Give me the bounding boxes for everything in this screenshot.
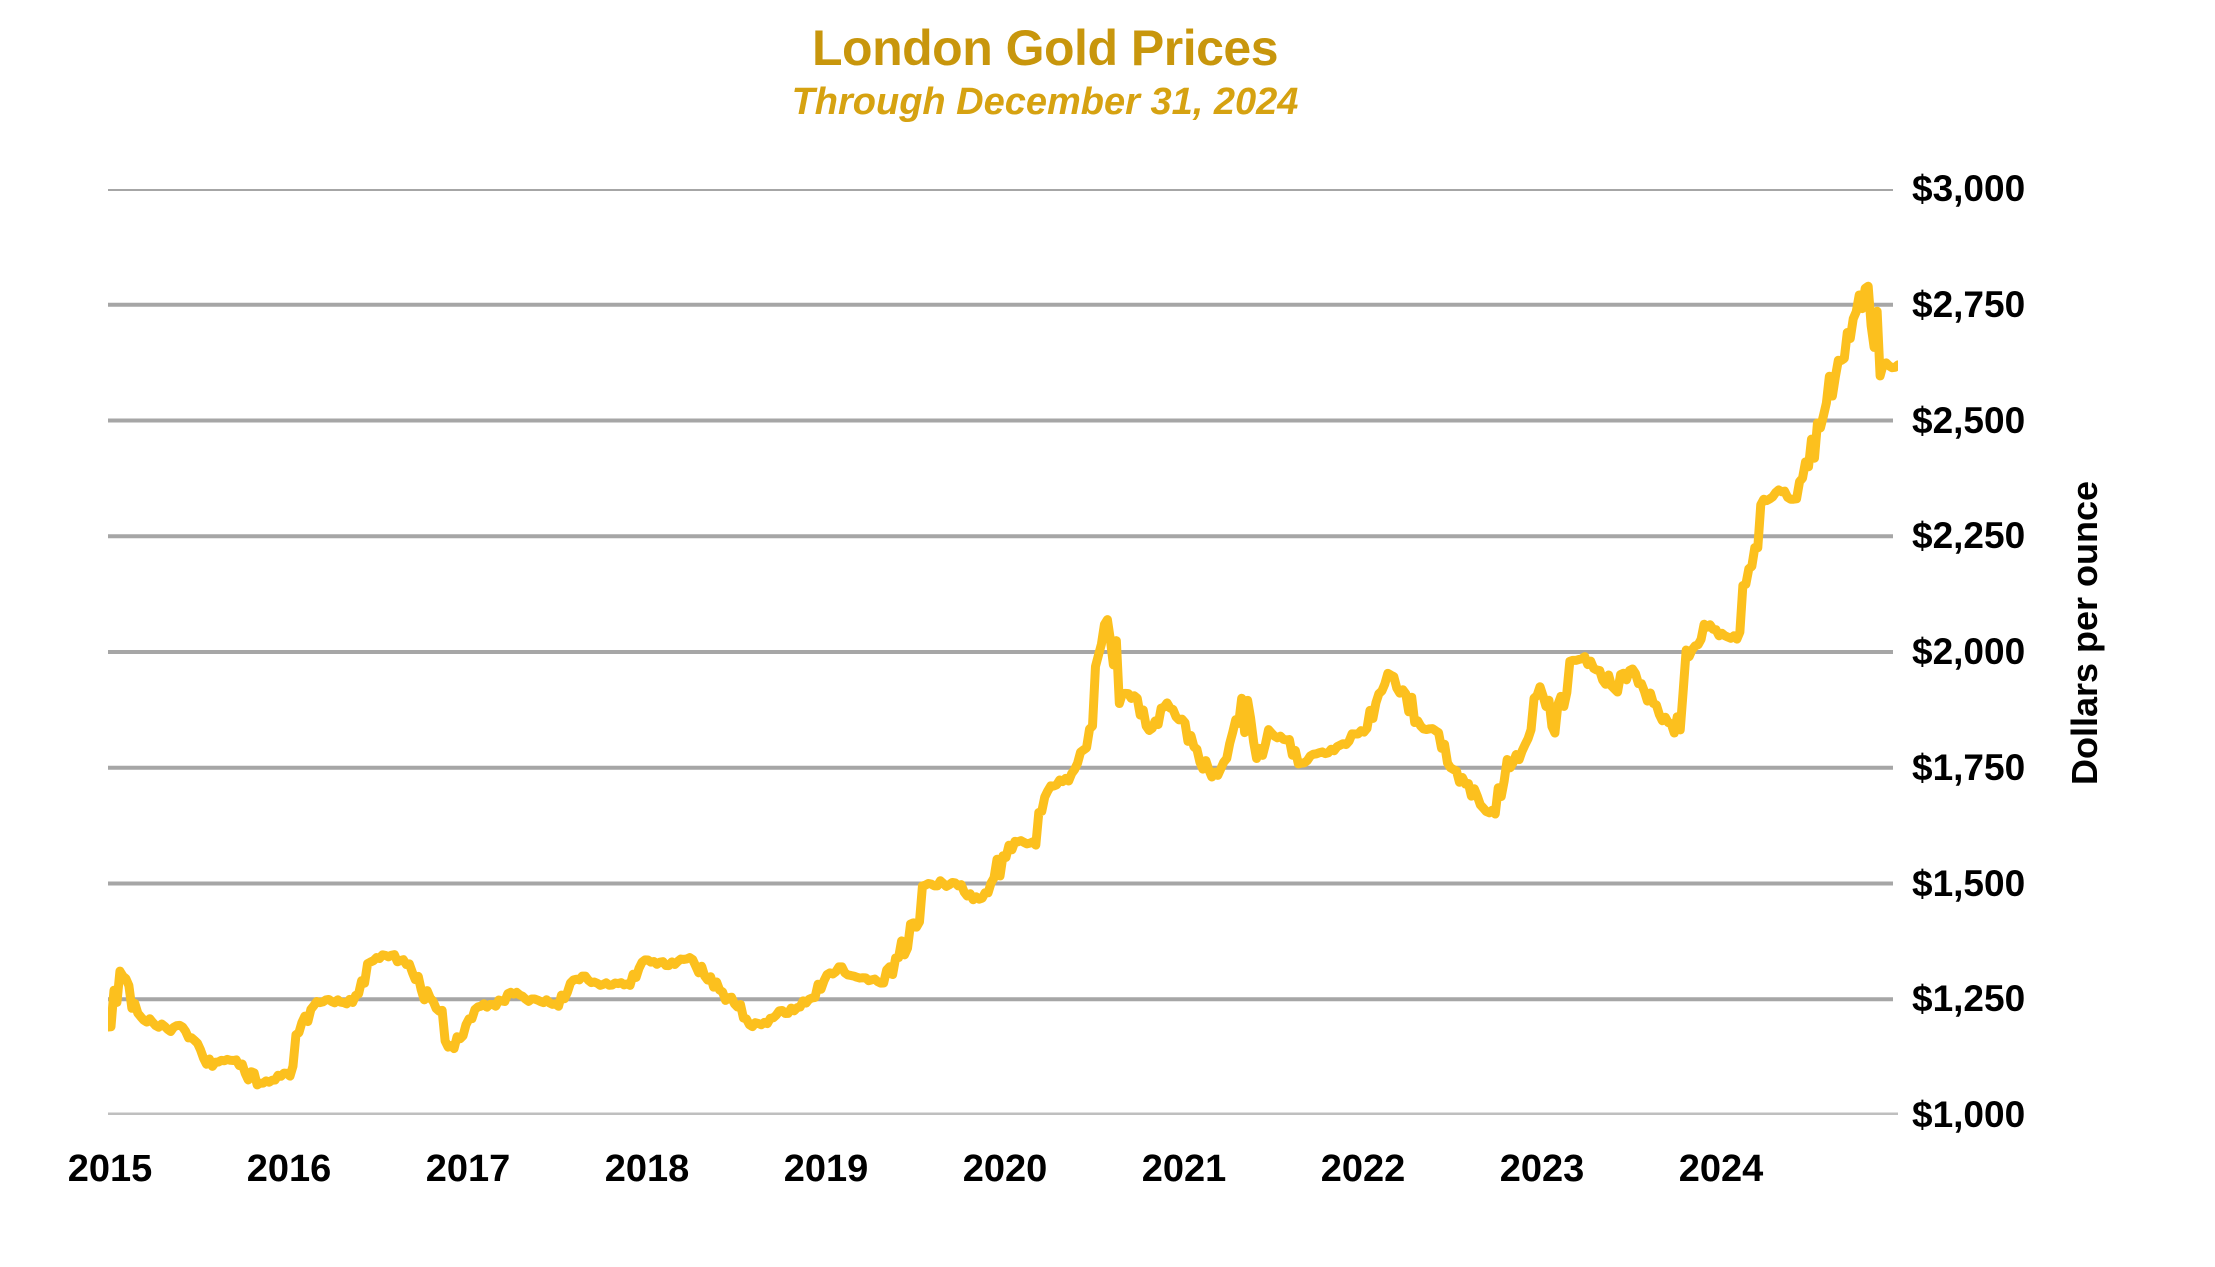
line-chart-svg: [108, 189, 1898, 1115]
y-axis-tick-label: $3,000: [1912, 168, 2026, 209]
x-axis-labels: 2015 2016 2017 2018 2019 2020 2021 2022 2023 2024: [0, 1148, 2215, 1208]
x-axis-tick-label: 2015: [67, 1148, 153, 1190]
x-axis-tick-label: 2021: [1141, 1148, 1227, 1190]
y-axis-tick-label: $2,750: [1912, 283, 2026, 325]
y-axis-tick-label: $2,250: [1912, 515, 2026, 557]
x-axis-tick-label: 2020: [962, 1148, 1048, 1190]
y-axis-labels: $3,000 $2,750 $2,500 $2,250 $2,000 $1,750 $1,5…: [1912, 0, 2102, 1267]
x-axis-tick-label: 2019: [783, 1148, 869, 1190]
x-axis-tick-label: 2018: [604, 1148, 690, 1190]
gold-price-line: [108, 281, 1898, 1090]
chart-title: London Gold Prices: [811, 20, 1279, 76]
y-axis-tick-label: $2,000: [1912, 631, 2026, 672]
y-axis-tick-label: $1,000: [1912, 1094, 2026, 1135]
y-axis-title: Dollars per ounce: [2064, 480, 2105, 786]
plot-area: [108, 189, 1898, 1115]
y-axis-tick-label: $1,500: [1912, 862, 2026, 904]
x-axis-tick-label: 2024: [1678, 1148, 1764, 1190]
y-axis-tick-label: $1,250: [1912, 978, 2026, 1020]
y-axis-tick-label: $1,750: [1912, 746, 2026, 788]
chart-subtitle: Through December 31, 2024: [791, 80, 1299, 123]
x-axis-tick-label: 2016: [246, 1148, 332, 1190]
chart-title-block: London Gold Prices Through December 31, …: [0, 22, 2090, 124]
x-axis-tick-label: 2023: [1499, 1148, 1585, 1190]
y-axis-tick-label: $2,500: [1912, 399, 2026, 441]
gridlines-group: [108, 189, 1898, 1115]
x-axis-tick-label: 2017: [425, 1148, 511, 1190]
x-axis-tick-label: 2022: [1320, 1148, 1406, 1190]
